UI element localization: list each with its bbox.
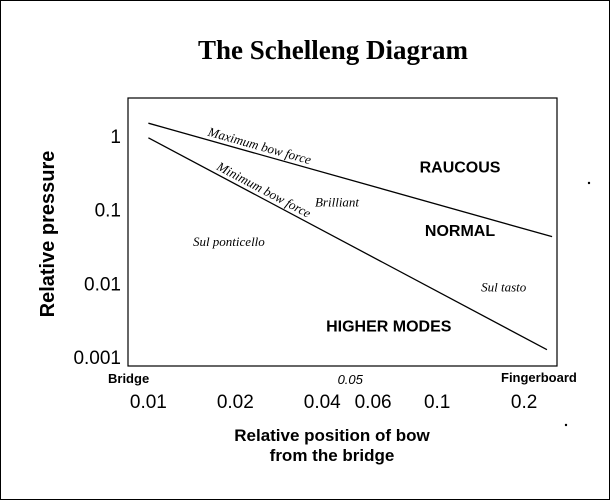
- y-tick-label: 0.1: [95, 201, 121, 222]
- x-end-label-bridge: Bridge: [108, 371, 149, 386]
- x-tick-label: 0.1: [424, 392, 450, 413]
- x-axis-label-line1: Relative position of bow: [234, 426, 430, 445]
- x-tick-label: 0.02: [217, 392, 254, 413]
- minimum-bow-force-line: [148, 137, 548, 351]
- plot-area-border: [127, 97, 558, 367]
- region-higher-modes: HIGHER MODES: [326, 319, 452, 336]
- x-minor-tick-label: 0.05: [338, 372, 364, 387]
- annotation-sul-tasto: Sul tasto: [481, 280, 527, 295]
- stray-dot: [564, 423, 568, 427]
- region-normal: NORMAL: [425, 223, 495, 240]
- tick-labels: 1 0.1 0.01 0.001 0.01 0.02 0.04 0.06 0.1 0.2 0.05: [73, 127, 537, 413]
- region-raucous: RAUCOUS: [420, 160, 501, 177]
- x-tick-label: 0.04: [304, 392, 341, 413]
- y-axis-label: Relative pressure: [37, 151, 59, 318]
- y-tick-label: 0.001: [73, 348, 121, 369]
- maximum-bow-force-line: [148, 122, 553, 238]
- y-tick-label: 0.01: [84, 274, 121, 295]
- annotation-sul-ponticello: Sul ponticello: [193, 234, 265, 249]
- x-tick-label: 0.01: [130, 392, 167, 413]
- x-end-label-fingerboard: Fingerboard: [501, 370, 577, 385]
- x-tick-label: 0.06: [355, 392, 392, 413]
- y-tick-label: 1: [110, 127, 121, 148]
- x-tick-label: 0.2: [511, 392, 537, 413]
- stray-dot: [587, 181, 591, 185]
- region-and-annotation-labels: RAUCOUS NORMAL HIGHER MODES Brilliant Sul po…: [193, 160, 527, 336]
- chart-title: The Schelleng Diagram: [198, 35, 468, 65]
- annotation-brilliant: Brilliant: [315, 195, 359, 210]
- minimum-bow-force-label: Minimum bow force: [214, 158, 314, 221]
- x-axis-label-line2: from the bridge: [270, 446, 395, 465]
